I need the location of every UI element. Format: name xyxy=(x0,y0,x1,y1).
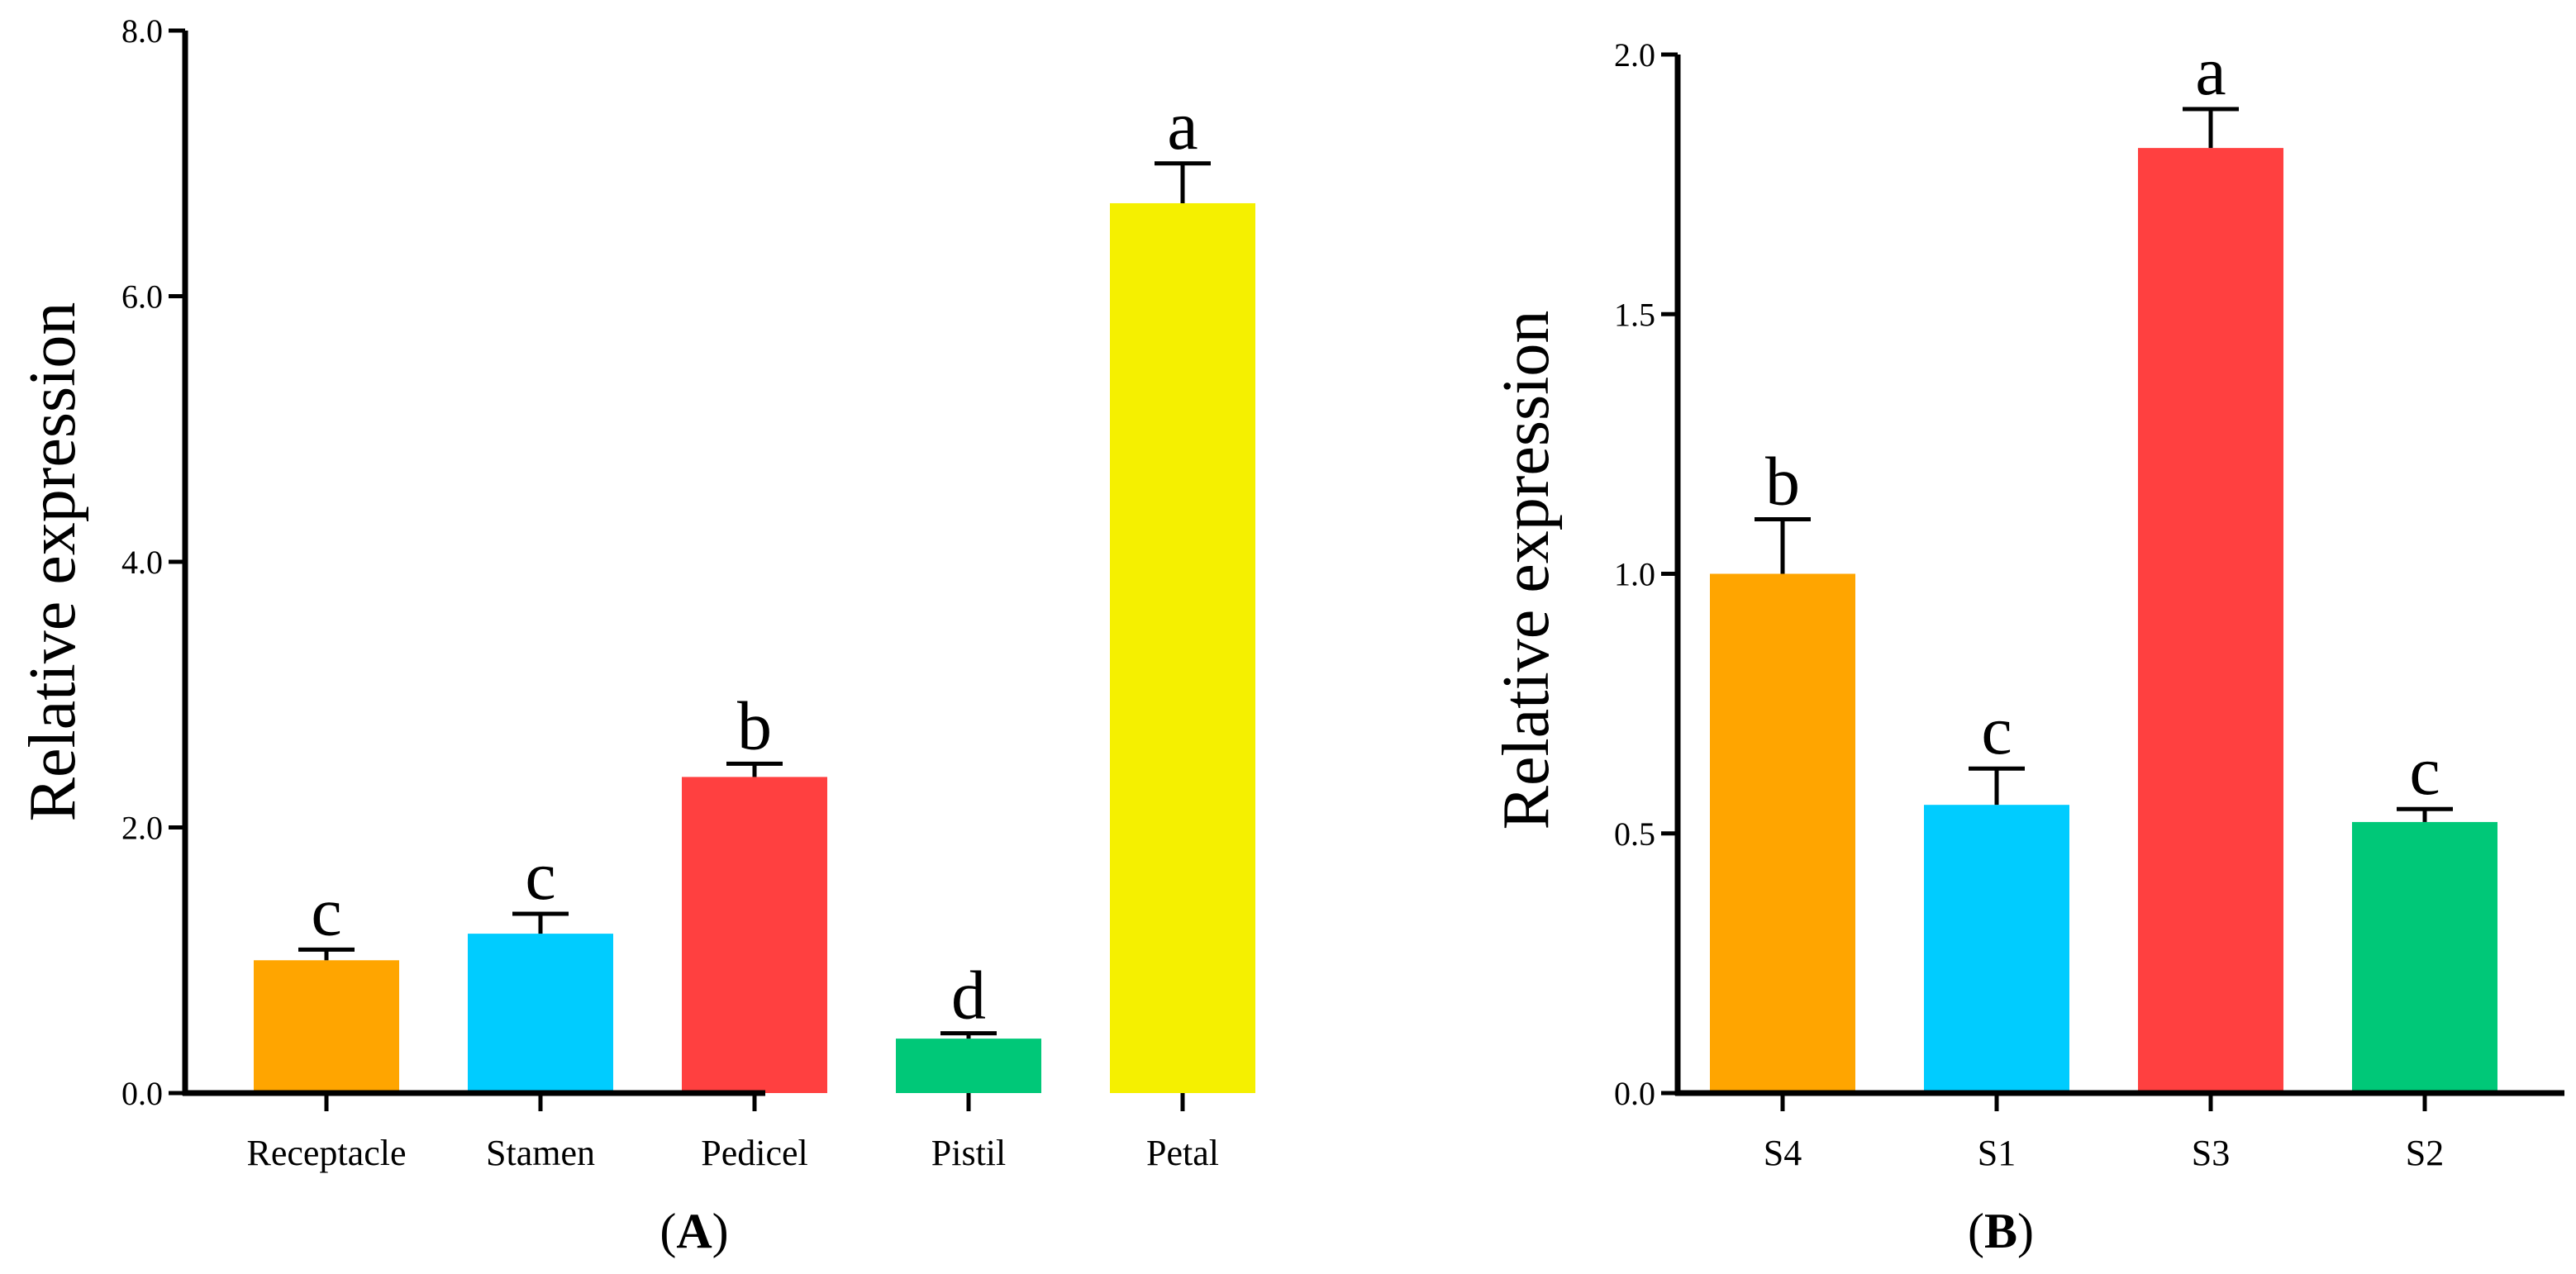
panel-label: (A) xyxy=(659,1204,728,1258)
x-tick-label-pistil: Pistil xyxy=(931,1133,1007,1173)
bar-s4 xyxy=(1710,573,1855,1093)
panel-label-close: ) xyxy=(712,1204,729,1258)
significance-letter-pistil: d xyxy=(951,958,986,1034)
panel-label-open: ( xyxy=(659,1204,676,1258)
bar-stamen xyxy=(468,934,613,1093)
y-tick-label: 2.0 xyxy=(121,810,163,847)
y-tick-label: 8.0 xyxy=(121,12,163,50)
panel-label-letter: A xyxy=(676,1204,712,1258)
y-tick-label: 6.0 xyxy=(121,278,163,316)
significance-letter-petal: a xyxy=(1167,88,1198,164)
bar-s1 xyxy=(1924,805,2069,1093)
significance-letter-receptacle: c xyxy=(311,873,341,950)
bar-pedicel xyxy=(682,777,827,1093)
panel-label-close: ) xyxy=(2017,1204,2034,1258)
significance-letter-s3: a xyxy=(2195,33,2226,110)
y-tick-label: 1.0 xyxy=(1614,556,1655,593)
y-tick-label: 0.0 xyxy=(1614,1075,1655,1112)
y-tick-label: 1.5 xyxy=(1614,296,1655,333)
bar-receptacle xyxy=(254,960,399,1093)
bar-s3 xyxy=(2138,148,2283,1093)
significance-letter-s4: b xyxy=(1765,444,1800,521)
x-tick-label-s4: S4 xyxy=(1764,1133,1802,1173)
panel-label-letter: B xyxy=(1984,1204,2017,1258)
x-tick-label-petal: Petal xyxy=(1146,1133,1219,1173)
y-tick-label: 0.0 xyxy=(121,1075,163,1112)
panel-a-chart: c c b d a 0.0 2.0 4.0 6.0 8.0 Receptacle Stamen Pedi… xyxy=(17,12,1255,1258)
x-tick-label-s2: S2 xyxy=(2406,1133,2444,1173)
y-tick-label: 0.5 xyxy=(1614,815,1655,853)
x-tick-label-s3: S3 xyxy=(2192,1133,2230,1173)
bar-petal xyxy=(1110,202,1255,1094)
x-tick-label-receptacle: Receptacle xyxy=(247,1133,407,1173)
significance-letter-pedicel: b xyxy=(737,687,772,764)
significance-letter-s1: c xyxy=(1981,692,2012,769)
x-tick-label-pedicel: Pedicel xyxy=(701,1133,808,1173)
bar-pistil xyxy=(896,1039,1041,1093)
y-axis-title: Relative expression xyxy=(1490,311,1563,830)
x-tick-label-stamen: Stamen xyxy=(486,1133,595,1173)
panel-label: (B) xyxy=(1968,1204,2034,1258)
y-tick-label: 2.0 xyxy=(1614,36,1655,74)
significance-letter-stamen: c xyxy=(525,838,555,915)
y-tick-label: 4.0 xyxy=(121,544,163,581)
panel-label-open: ( xyxy=(1968,1204,1984,1258)
y-axis-title: Relative expression xyxy=(17,302,89,822)
x-tick-label-s1: S1 xyxy=(1978,1133,2016,1173)
panel-b-chart: b c a c 0.0 0.5 1.0 1.5 2.0 S4 S1 S3 S2 Relative expr… xyxy=(1490,33,2564,1258)
significance-letter-s2: c xyxy=(2409,733,2440,810)
bar-s2 xyxy=(2352,821,2497,1093)
